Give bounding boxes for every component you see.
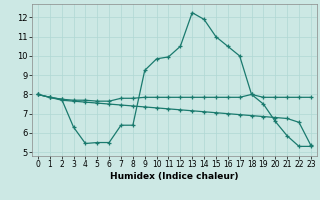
X-axis label: Humidex (Indice chaleur): Humidex (Indice chaleur) [110,172,239,181]
